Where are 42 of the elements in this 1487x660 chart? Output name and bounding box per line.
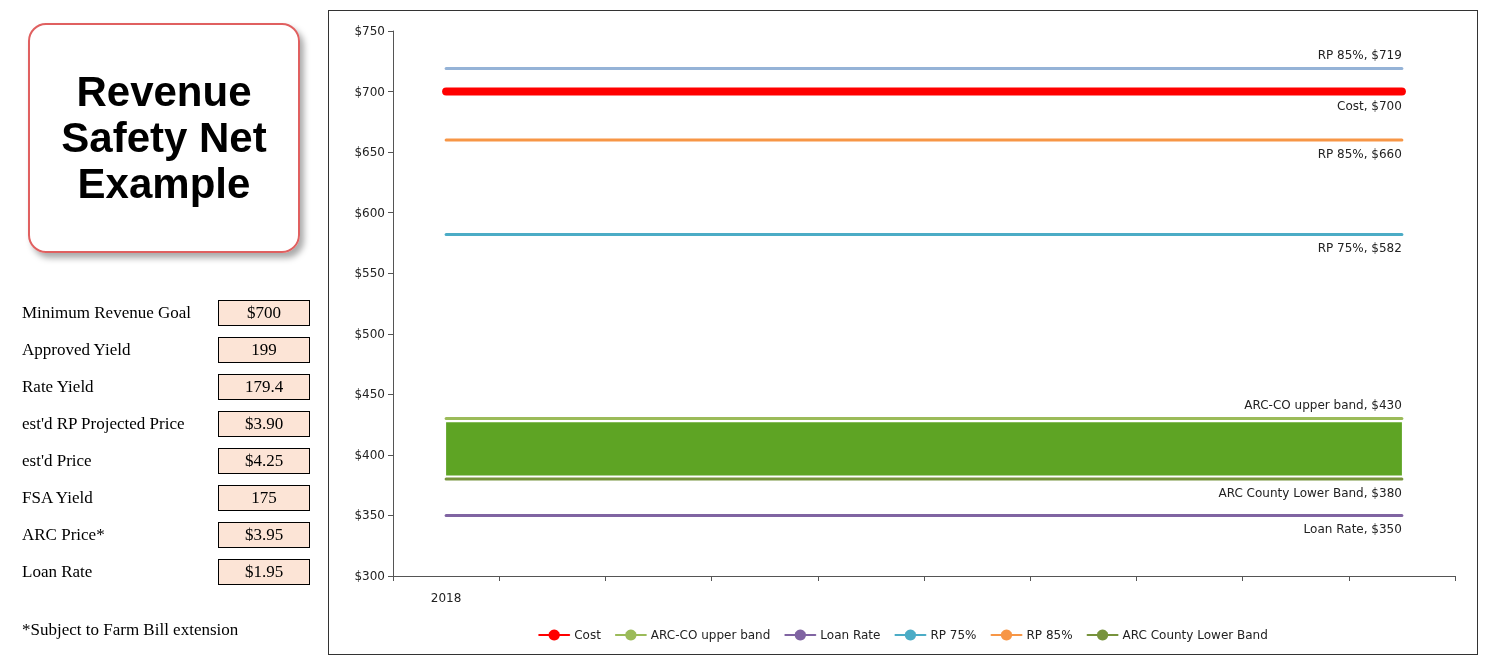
y-tick-label: $350 [354,508,385,523]
y-tick-label: $700 [354,84,385,99]
text: 179.4 [218,374,310,400]
y-tick-label: $400 [354,447,385,462]
text: $4.25 [218,448,310,474]
data-label: ARC-CO upper band, $430 [1244,397,1402,412]
text: $3.90 [218,411,310,437]
y-tick-label: $600 [354,205,385,220]
x-tick-label: 2018 [430,591,462,605]
text: FSA Yield [22,488,93,508]
text: Revenue Safety Net Example [28,23,300,253]
text: Loan Rate [22,562,93,582]
text: $3.95 [218,522,310,548]
legend-label: Cost [574,628,602,642]
y-tick-label: $500 [354,326,385,341]
text: $1.95 [218,559,310,585]
text: *Subject to Farm Bill extension [22,620,239,640]
data-label: Cost, $700 [1337,98,1402,113]
y-tick-label: $300 [354,569,385,583]
text: ARC Price* [22,525,105,545]
y-tick-label: $550 [354,266,385,281]
legend-label: ARC-CO upper band [650,628,771,642]
data-label: ARC County Lower Band, $380 [1218,486,1402,501]
text: $700 [218,300,310,326]
text: est'd RP Projected Price [22,414,185,434]
legend-label: ARC County Lower Band [1122,628,1268,642]
text: est'd Price [22,451,92,471]
y-tick-label: $650 [354,145,385,160]
data-label: RP 85%, $660 [1317,147,1402,161]
text: Approved Yield [22,340,131,360]
y-tick-label: $450 [354,387,385,402]
data-label: RP 85%, $719 [1317,47,1402,62]
data-label: RP 75%, $582 [1317,241,1402,256]
data-label: Loan Rate, $350 [1303,522,1402,537]
text: 199 [218,337,310,363]
text: 175 [218,485,310,511]
legend-label: RP 75% [930,628,977,642]
text: Rate Yield [22,377,94,397]
text: Minimum Revenue Goal [22,303,192,323]
y-tick-label: $750 [354,24,385,38]
legend-label: Loan Rate [820,628,881,642]
legend-label: RP 85% [1026,628,1073,642]
